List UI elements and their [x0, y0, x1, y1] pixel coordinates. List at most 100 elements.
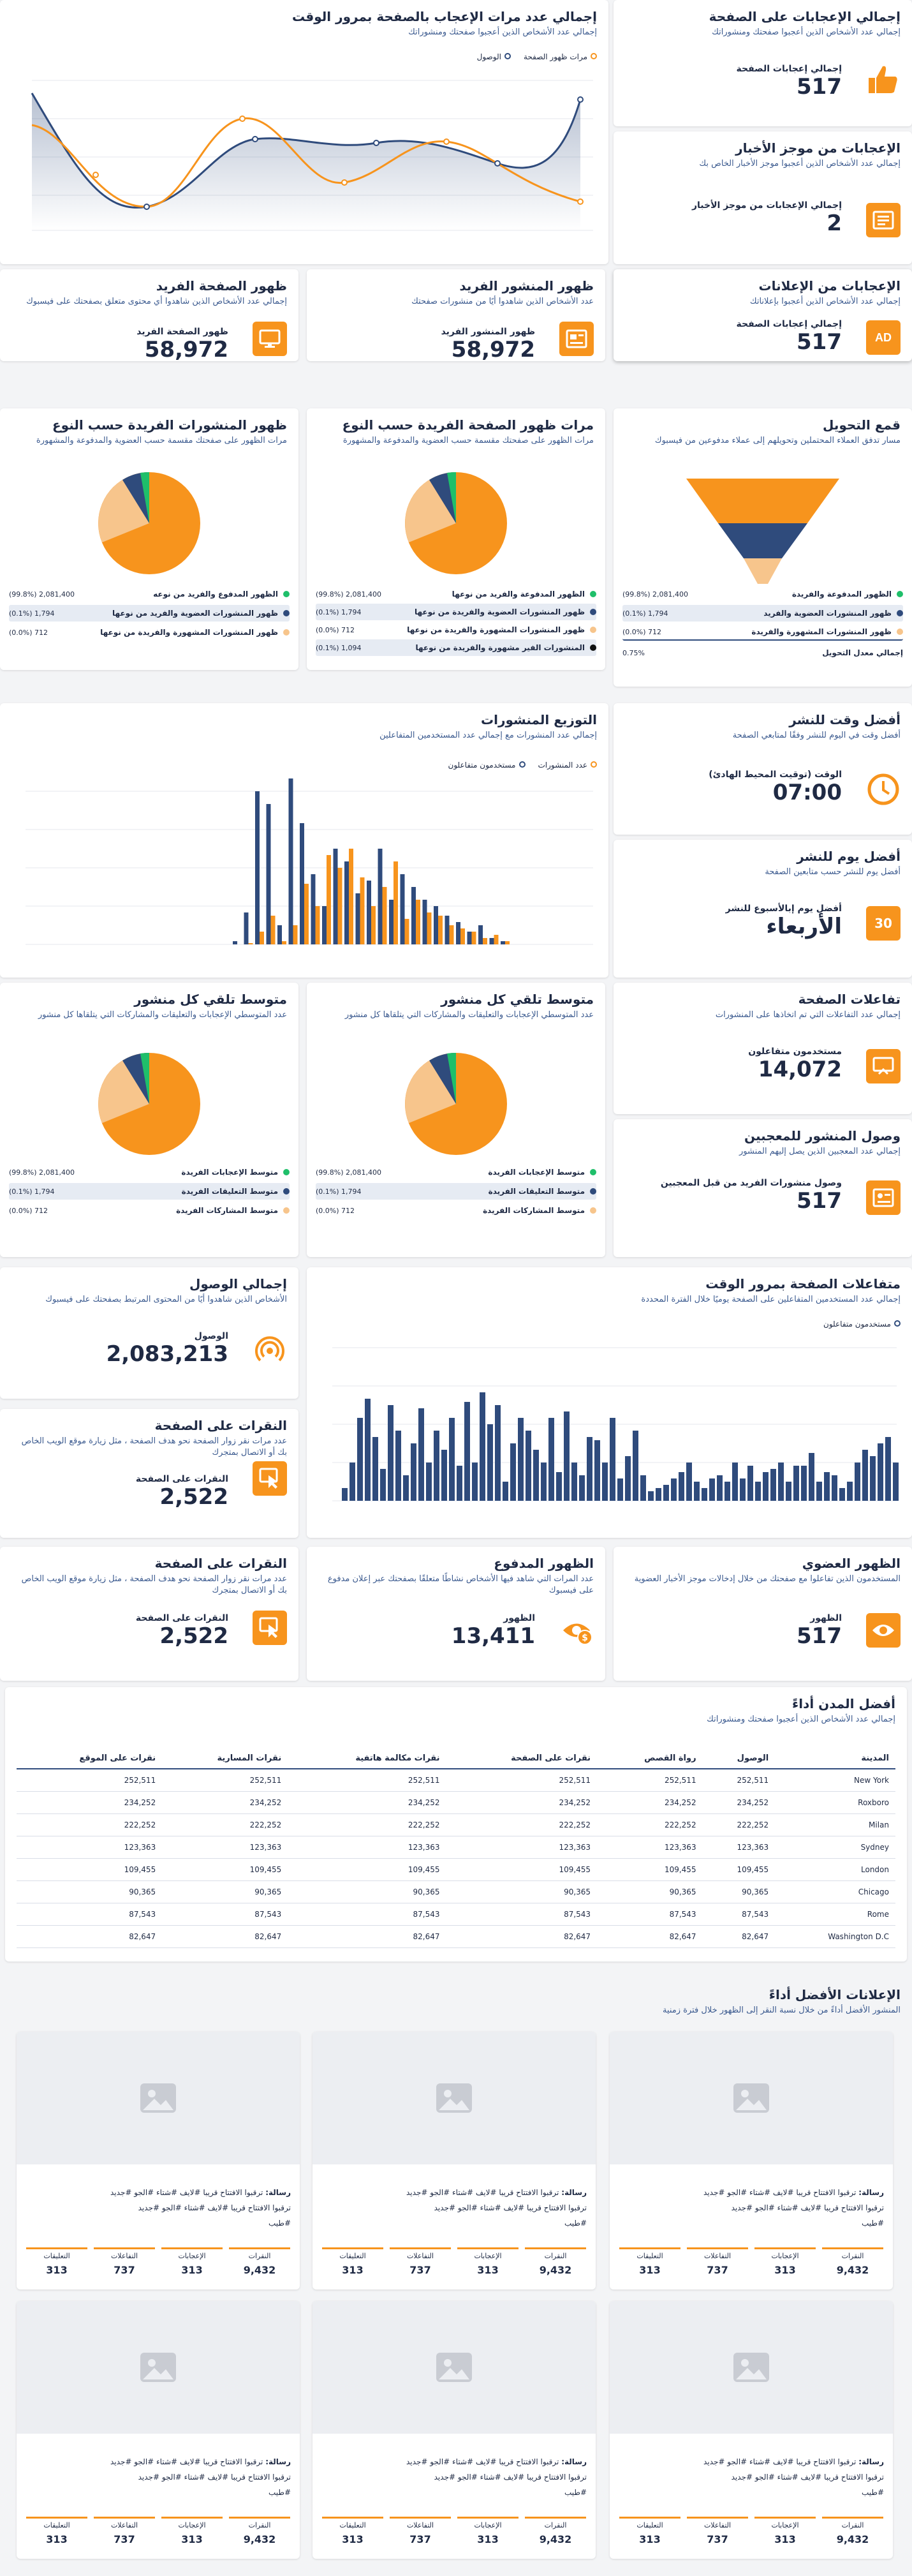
- bar: [885, 1437, 891, 1501]
- ad-message: رسالة: ترقبوا الافتتاح قريبا #لايف #شتاء…: [406, 2457, 587, 2497]
- paid-icon: $: [559, 1613, 594, 1648]
- bar: [870, 1456, 876, 1501]
- ad-stat: التفاعلات 737: [94, 2247, 155, 2279]
- legend-row: الظهور المدفوعة والفريدة (99.8%) 2,081,40…: [622, 586, 903, 602]
- table-cell: Washington D.C: [775, 1925, 895, 1948]
- bar: [671, 1478, 677, 1501]
- bar: [702, 1488, 707, 1501]
- table-cell: 82,647: [17, 1925, 163, 1948]
- table-cell: 109,455: [597, 1858, 703, 1881]
- bar: [564, 1411, 570, 1501]
- bar: [426, 1463, 432, 1501]
- ad-stat: التفاعلات 737: [94, 2517, 155, 2549]
- table-cell: 123,363: [162, 1836, 288, 1859]
- ad-stat: التعليقات 313: [322, 2517, 383, 2549]
- column-header[interactable]: الوصول: [702, 1748, 776, 1769]
- column-header[interactable]: رواة القصص: [597, 1748, 703, 1769]
- engage-time-card: متفاعلات الصفحة بمرور الوقت إجمالي عدد ا…: [307, 1267, 912, 1538]
- card-title: أفضل يوم للنشر: [797, 849, 901, 864]
- ad-stats: النقرات 9,432 الإعجابات 313 التفاعلات 737 التع…: [616, 2247, 886, 2279]
- column-header[interactable]: نقرات على الصفحة: [446, 1748, 598, 1769]
- bar: [480, 1392, 485, 1501]
- kpi-value: 2: [827, 211, 842, 236]
- kpi-label: إجمالي إعجابات الصفحة: [736, 64, 842, 74]
- column-header[interactable]: نقرات على الموقع: [17, 1748, 163, 1769]
- card-subtitle: إجمالي عدد الأشخاص الذين شاهدوا أي محتوى…: [26, 297, 287, 306]
- table-cell: 87,543: [597, 1903, 703, 1926]
- bar: [411, 887, 416, 944]
- conversion-funnel: [686, 479, 839, 584]
- bar: [311, 874, 316, 944]
- bar: [427, 912, 432, 944]
- legend-row: الظهور المدفوعة والفريد من نوعها (99.8%) …: [316, 586, 596, 602]
- cities-table-wrap: المدينة الوصول رواة القصص نقرات على الصفحة ن…: [17, 1748, 895, 1948]
- bar: [587, 1437, 592, 1501]
- legend-row: متوسط المشاركات الفريدة (0.0%) 712: [316, 1202, 596, 1219]
- table-row: Milan 222,252 222,252 222,252 222,252 222,252…: [17, 1813, 895, 1836]
- card-subtitle: مرات الظهور على صفحتك مقسمة حسب العضوية …: [36, 436, 287, 445]
- legend-item: مرات ظهور الصفحة: [523, 52, 587, 61]
- organic-card: الظهور العضوي المستخدمون الذين تفاعلوا م…: [614, 1547, 912, 1681]
- bar: [367, 881, 371, 944]
- ad-card[interactable]: رسالة: ترقبوا الافتتاح قريبا #لايف #شتاء…: [610, 2301, 893, 2559]
- bar: [755, 1482, 761, 1501]
- card-title: الظهور المدفوع: [494, 1556, 594, 1571]
- image-placeholder-icon: [17, 2301, 300, 2434]
- bar: [344, 861, 349, 944]
- thumbs-up-icon: [866, 63, 901, 97]
- table-cell: 109,455: [17, 1858, 163, 1881]
- table-cell: Rome: [775, 1903, 895, 1926]
- bar: [337, 868, 342, 944]
- card-subtitle: إجمالي عدد المنشورات مع إجمالي عدد المست…: [379, 731, 597, 740]
- bar: [548, 1418, 554, 1501]
- legend-item: الوصول: [476, 52, 501, 61]
- legend-row: متوسط التعليقات الفريدة (0.1%) 1,794: [316, 1183, 596, 1200]
- likes-time-card: إجمالي عدد مرات الإعجاب بالصفحة بمرور ال…: [0, 0, 608, 264]
- kpi-value: 517: [797, 1623, 842, 1649]
- ad-stat: النقرات 9,432: [822, 2517, 883, 2549]
- fans-icon: [866, 1180, 901, 1215]
- bar: [832, 1475, 837, 1501]
- card-subtitle: إجمالي عدد الأشخاص الذين أعجبوا صفحتك وم…: [712, 27, 901, 37]
- ad-card[interactable]: رسالة: ترقبوا الافتتاح قريبا #لايف #شتاء…: [610, 2032, 893, 2289]
- bar: [355, 893, 360, 944]
- table-cell: 252,511: [702, 1769, 776, 1792]
- card-title: تفاعلات الصفحة: [798, 992, 901, 1007]
- table-cell: 82,647: [446, 1925, 598, 1948]
- ad-message: رسالة: ترقبوا الافتتاح قريبا #لايف #شتاء…: [110, 2188, 291, 2228]
- card-subtitle: عدد مرات نقر زوار الصفحة نحو هدف الصفحة …: [21, 1574, 287, 1596]
- ad-stat: التعليقات 313: [619, 2517, 680, 2549]
- bar: [472, 1463, 478, 1501]
- bar: [489, 938, 494, 944]
- card-title: متوسط تلقي كل منشور: [441, 992, 594, 1007]
- column-header[interactable]: المدينة: [775, 1748, 895, 1769]
- unique-page-imp-card: ظهور الصفحة الفريد إجمالي عدد الأشخاص ال…: [0, 269, 298, 361]
- ad-card[interactable]: رسالة: ترقبوا الافتتاح قريبا #لايف #شتاء…: [17, 2301, 300, 2559]
- table-cell: 87,543: [162, 1903, 288, 1926]
- bar: [404, 919, 409, 944]
- column-header[interactable]: نقرات المسارية: [162, 1748, 288, 1769]
- legend-row: ظهور المنشورات العضوية والفريد (0.1%) 1,7…: [622, 605, 903, 622]
- bar: [740, 1478, 746, 1501]
- table-cell: 222,252: [702, 1813, 776, 1836]
- table-cell: 82,647: [162, 1925, 288, 1948]
- table-row: New York 252,511 252,511 252,511 252,511 252,…: [17, 1769, 895, 1792]
- table-cell: 87,543: [446, 1903, 598, 1926]
- ad-card[interactable]: رسالة: ترقبوا الافتتاح قريبا #لايف #شتاء…: [313, 2032, 596, 2289]
- card-title: وصول المنشور للمعجبين: [744, 1128, 901, 1143]
- bar: [248, 943, 253, 944]
- table-row: Washington D.C 82,647 82,647 82,647 82,647 82…: [17, 1925, 895, 1948]
- likes-line-chart: [31, 80, 593, 231]
- ad-card[interactable]: رسالة: ترقبوا الافتتاح قريبا #لايف #شتاء…: [17, 2032, 300, 2289]
- ad-card[interactable]: رسالة: ترقبوا الافتتاح قريبا #لايف #شتاء…: [313, 2301, 596, 2559]
- eye-icon: [866, 1613, 901, 1648]
- card-title: ظهور المنشورات الفريدة حسب النوع: [52, 417, 287, 433]
- bar: [449, 925, 454, 944]
- bar: [266, 804, 271, 944]
- bar: [293, 925, 298, 944]
- column-header[interactable]: نقرات مكالمة هاتفية: [288, 1748, 446, 1769]
- kpi-value: 58,972: [144, 337, 228, 361]
- table-cell: New York: [775, 1769, 895, 1792]
- bar: [270, 916, 276, 944]
- bar: [483, 938, 487, 944]
